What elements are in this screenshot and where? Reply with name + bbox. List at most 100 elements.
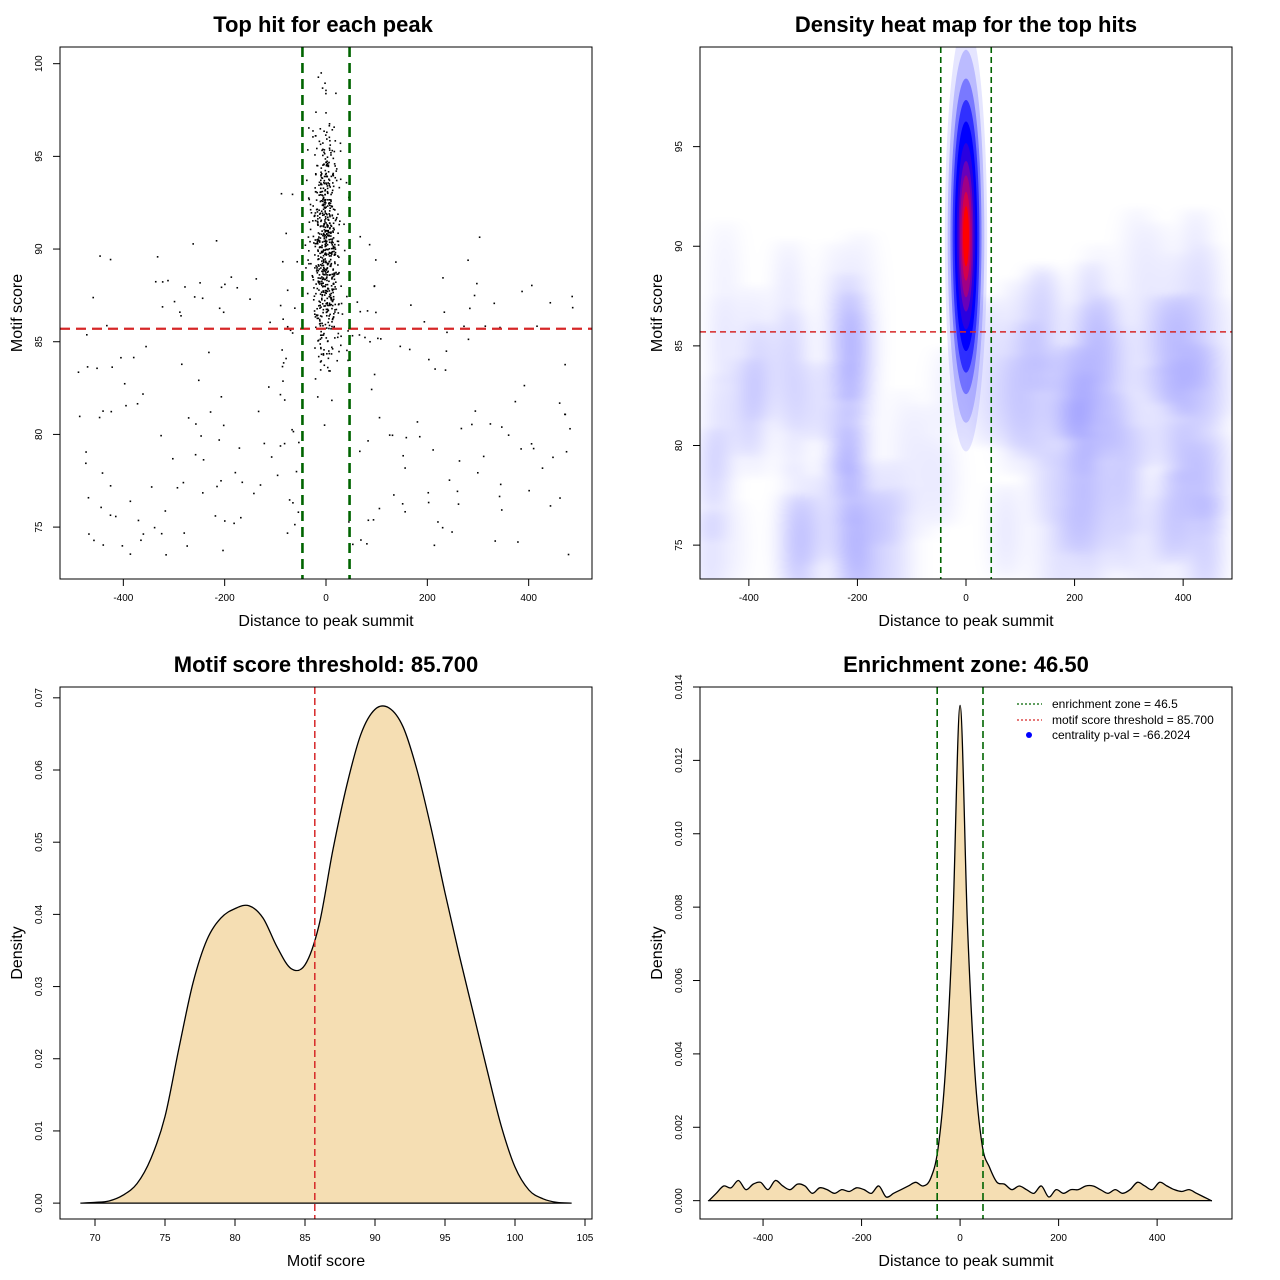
scatter-point xyxy=(558,402,561,404)
distance-density-x-tick-label: -400 xyxy=(753,1233,773,1244)
scatter-point xyxy=(314,254,316,256)
scatter-point xyxy=(201,297,204,300)
scatter-point xyxy=(325,272,327,274)
scatter-point xyxy=(336,336,339,339)
heatmap-x-tick-label: -400 xyxy=(739,593,759,604)
scatter-point xyxy=(326,297,329,300)
scatter-point xyxy=(320,291,323,294)
scatter-point xyxy=(318,274,321,276)
scatter-point xyxy=(320,210,323,213)
scatter-point xyxy=(330,292,333,295)
scatter-point xyxy=(150,486,153,488)
scatter-point xyxy=(338,186,341,189)
scatter-point xyxy=(319,293,322,295)
scatter-point xyxy=(208,351,210,354)
scatter-point xyxy=(330,328,332,330)
scatter-point xyxy=(320,233,323,236)
scatter-point xyxy=(312,235,315,238)
scatter-point xyxy=(339,220,341,222)
scatter-point xyxy=(333,253,336,256)
scatter-point xyxy=(489,423,492,425)
scatter-point xyxy=(328,302,331,305)
scatter-point xyxy=(123,382,126,385)
scatter-point xyxy=(328,235,330,237)
scatter-point xyxy=(378,416,381,419)
heatmap-density-blob xyxy=(727,499,744,579)
scatter-point xyxy=(332,268,335,270)
scatter-point xyxy=(317,223,319,226)
scatter-point xyxy=(323,332,325,335)
scatter-point xyxy=(324,189,326,192)
scatter-point xyxy=(316,240,319,243)
score-density-y-tick-label: 0.07 xyxy=(34,688,45,708)
scatter-point xyxy=(325,261,327,264)
panel-score-density: Motif score threshold: 85.700 70 75 80 85 90… xyxy=(9,652,594,1270)
scatter-point xyxy=(319,361,322,363)
scatter-point xyxy=(332,157,335,160)
scatter-point xyxy=(332,185,335,188)
scatter-point xyxy=(156,256,159,258)
scatter-point xyxy=(323,253,326,256)
scatter-point xyxy=(325,161,327,164)
scatter-point xyxy=(279,445,282,447)
scatter-point xyxy=(165,554,167,556)
scatter-point xyxy=(517,541,519,543)
scatter-point xyxy=(334,286,336,288)
scatter-point xyxy=(549,301,552,304)
score-density-x-tick-label: 85 xyxy=(299,1233,311,1244)
scatter-point xyxy=(393,494,395,496)
scatter-point xyxy=(318,258,320,260)
scatter-point xyxy=(333,261,336,263)
scatter-point xyxy=(330,231,332,233)
scatter-point xyxy=(328,122,331,125)
scatter-point xyxy=(179,311,181,313)
scatter-point xyxy=(325,182,327,184)
scatter-point xyxy=(331,149,334,152)
scatter-point xyxy=(326,223,328,226)
scatter-point xyxy=(523,384,526,387)
scatter-point xyxy=(283,399,286,401)
scatter-point xyxy=(327,230,329,232)
score-density-x-tick-label: 80 xyxy=(229,1233,241,1244)
scatter-point xyxy=(423,321,426,323)
scatter-point xyxy=(541,467,544,469)
scatter-point xyxy=(86,366,89,368)
scatter-point xyxy=(333,126,335,128)
scatter-point xyxy=(325,183,328,185)
scatter-point xyxy=(328,213,330,215)
scatter-point xyxy=(328,255,331,257)
scatter-point xyxy=(325,233,328,235)
scatter-point xyxy=(319,325,322,327)
scatter-point xyxy=(531,284,533,287)
scatter-point xyxy=(310,262,312,265)
scatter-point xyxy=(314,135,317,137)
scatter-point xyxy=(321,278,324,281)
scatter-point xyxy=(441,526,444,529)
scatter-point xyxy=(328,124,331,127)
heatmap-density-blob xyxy=(734,357,760,458)
scatter-point xyxy=(326,248,328,251)
scatter-point xyxy=(328,370,330,372)
heatmap-density-blob xyxy=(794,495,818,579)
scatter-point xyxy=(323,270,326,272)
scatter-point xyxy=(325,89,327,92)
scatter-point xyxy=(332,173,334,175)
scatter-point xyxy=(314,378,317,380)
scatter-point xyxy=(279,393,282,396)
scatter-point xyxy=(321,260,323,262)
scatter-point xyxy=(315,326,317,329)
scatter-point xyxy=(323,175,326,178)
scatter-point xyxy=(324,217,327,220)
score-density-y-axis: 0.00 0.01 0.02 0.03 0.04 0.05 0.06 0.07 xyxy=(34,688,60,1213)
scatter-point xyxy=(322,282,324,285)
scatter-point xyxy=(325,253,328,256)
scatter-point xyxy=(323,229,326,231)
scatter-point xyxy=(451,531,453,533)
scatter-point xyxy=(257,410,260,413)
scatter-point xyxy=(327,262,330,265)
scatter-point xyxy=(335,218,337,221)
scatter-y-tick-label: 95 xyxy=(34,150,45,162)
scatter-point xyxy=(318,140,321,143)
scatter-point xyxy=(328,352,331,355)
scatter-point xyxy=(320,282,323,285)
